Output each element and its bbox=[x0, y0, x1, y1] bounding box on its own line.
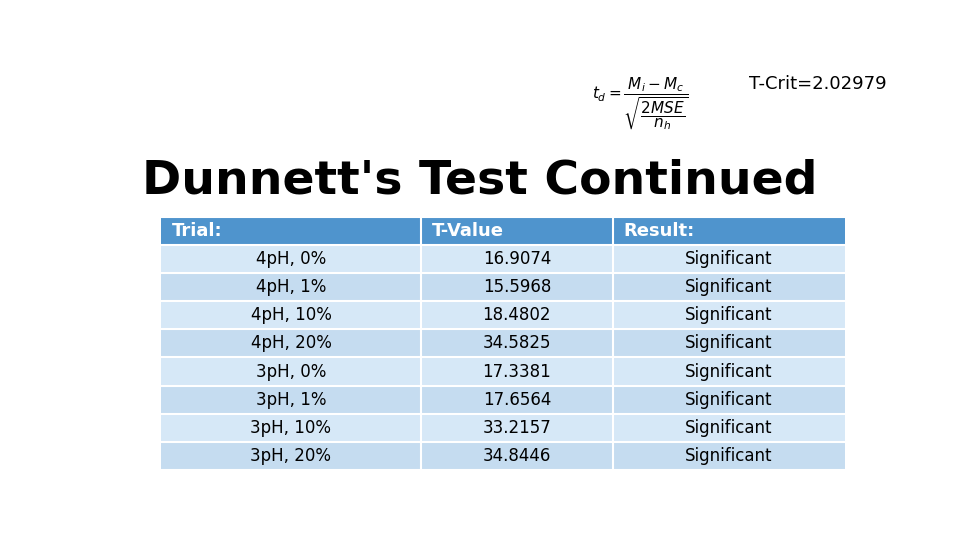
Text: Significant: Significant bbox=[685, 250, 773, 268]
Text: 3pH, 1%: 3pH, 1% bbox=[255, 391, 326, 409]
Text: 34.8446: 34.8446 bbox=[483, 447, 551, 465]
Text: 16.9074: 16.9074 bbox=[483, 250, 551, 268]
Bar bbox=[161, 329, 421, 357]
Text: 4pH, 10%: 4pH, 10% bbox=[251, 306, 331, 324]
Bar bbox=[161, 414, 421, 442]
Text: Significant: Significant bbox=[685, 419, 773, 437]
Text: $t_d = \dfrac{M_i - M_c}{\sqrt{\dfrac{2MSE}{n_h}}}$: $t_d = \dfrac{M_i - M_c}{\sqrt{\dfrac{2M… bbox=[592, 75, 689, 132]
Text: 3pH, 0%: 3pH, 0% bbox=[255, 362, 326, 381]
Text: 3pH, 10%: 3pH, 10% bbox=[251, 419, 331, 437]
Bar bbox=[612, 357, 846, 386]
Text: Significant: Significant bbox=[685, 447, 773, 465]
Text: Dunnett's Test Continued: Dunnett's Test Continued bbox=[142, 159, 818, 204]
Text: 4pH, 1%: 4pH, 1% bbox=[255, 278, 326, 296]
Bar bbox=[161, 386, 421, 414]
Text: 34.5825: 34.5825 bbox=[483, 334, 551, 353]
Text: Significant: Significant bbox=[685, 278, 773, 296]
Text: T-Crit=2.02979: T-Crit=2.02979 bbox=[749, 75, 886, 93]
Text: Trial:: Trial: bbox=[172, 221, 223, 240]
Bar bbox=[161, 442, 421, 470]
Bar bbox=[612, 329, 846, 357]
Text: 33.2157: 33.2157 bbox=[483, 419, 551, 437]
Bar bbox=[421, 442, 612, 470]
Bar bbox=[421, 217, 612, 245]
Bar bbox=[612, 414, 846, 442]
Text: Significant: Significant bbox=[685, 306, 773, 324]
Text: Result:: Result: bbox=[624, 221, 695, 240]
Text: 3pH, 20%: 3pH, 20% bbox=[251, 447, 331, 465]
Bar bbox=[612, 273, 846, 301]
Bar bbox=[612, 386, 846, 414]
Text: 17.6564: 17.6564 bbox=[483, 391, 551, 409]
Bar bbox=[161, 217, 421, 245]
Bar bbox=[161, 357, 421, 386]
Text: 4pH, 20%: 4pH, 20% bbox=[251, 334, 331, 353]
Text: Significant: Significant bbox=[685, 334, 773, 353]
Bar bbox=[421, 301, 612, 329]
Text: Significant: Significant bbox=[685, 391, 773, 409]
Bar bbox=[161, 245, 421, 273]
Text: 4pH, 0%: 4pH, 0% bbox=[256, 250, 326, 268]
Bar bbox=[421, 273, 612, 301]
Bar bbox=[421, 357, 612, 386]
Bar bbox=[612, 217, 846, 245]
Bar bbox=[161, 273, 421, 301]
Bar bbox=[161, 301, 421, 329]
Bar bbox=[421, 386, 612, 414]
Bar bbox=[421, 414, 612, 442]
Text: T-Value: T-Value bbox=[432, 221, 504, 240]
Text: Significant: Significant bbox=[685, 362, 773, 381]
Text: 15.5968: 15.5968 bbox=[483, 278, 551, 296]
Bar bbox=[612, 442, 846, 470]
Text: 18.4802: 18.4802 bbox=[483, 306, 551, 324]
Bar bbox=[612, 301, 846, 329]
Bar bbox=[421, 245, 612, 273]
Bar bbox=[612, 245, 846, 273]
Text: 17.3381: 17.3381 bbox=[483, 362, 551, 381]
Bar bbox=[421, 329, 612, 357]
